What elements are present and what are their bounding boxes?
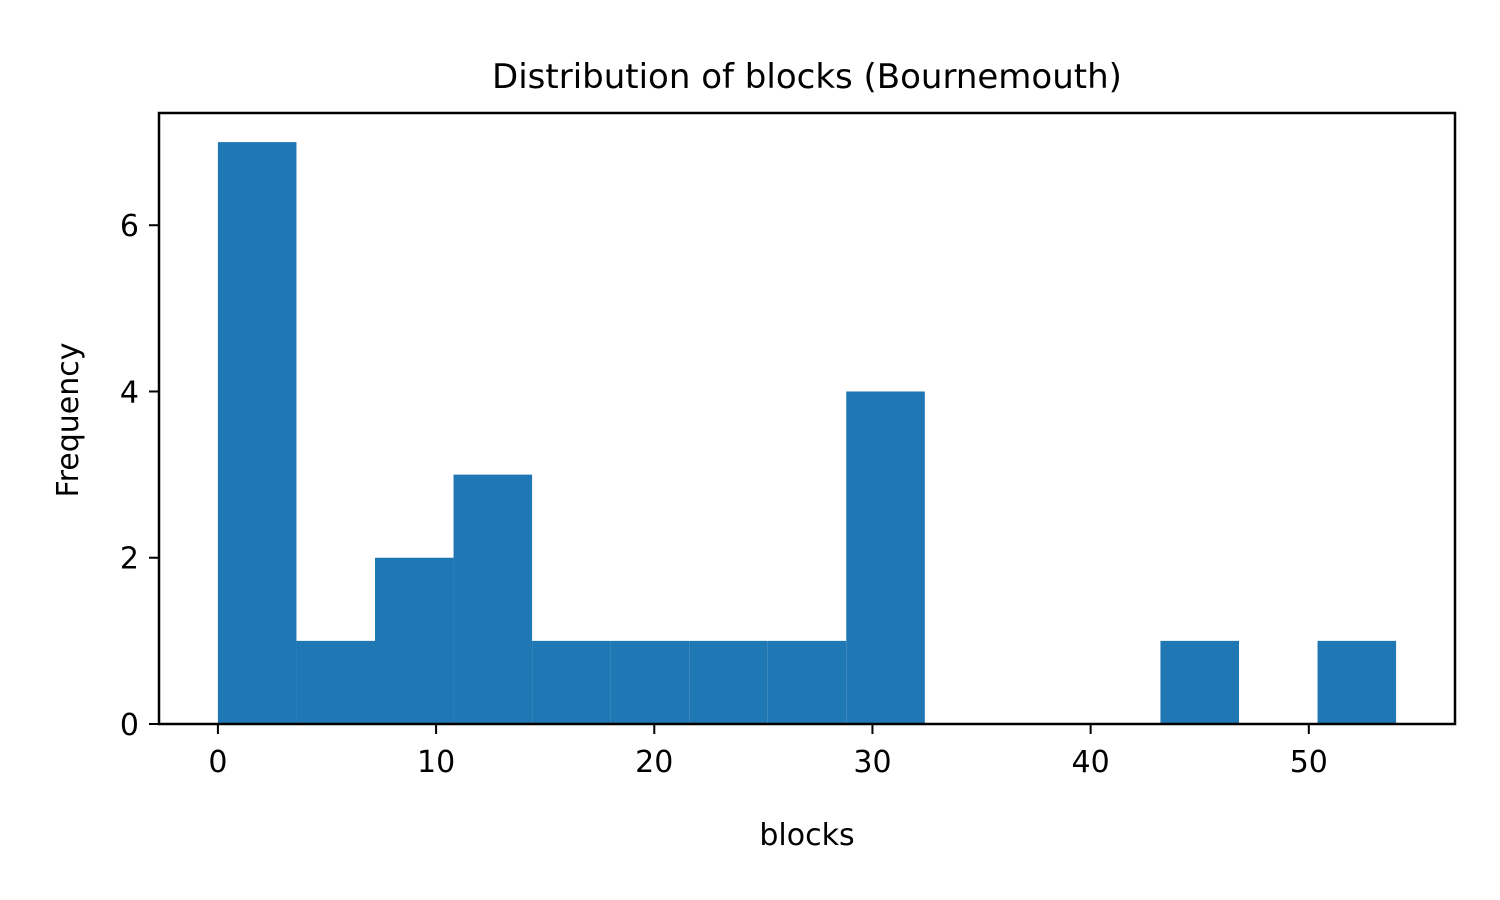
histogram-bar <box>375 557 454 724</box>
x-axis-ticks: 0 10 20 30 40 50 <box>208 724 1328 780</box>
y-tick-label: 6 <box>120 209 139 244</box>
histogram-bar <box>846 391 925 724</box>
histogram-bar <box>689 640 768 724</box>
histogram-bar <box>610 640 690 724</box>
y-axis-label: Frequency <box>51 343 86 498</box>
histogram-bar <box>296 640 375 724</box>
x-tick-label: 0 <box>208 745 227 780</box>
histogram-bar <box>453 474 533 724</box>
histogram-bar <box>767 640 847 724</box>
y-axis-ticks: 0 2 4 6 <box>120 209 159 743</box>
x-axis-label: blocks <box>759 818 854 853</box>
y-tick-label: 2 <box>120 542 139 577</box>
histogram-bar <box>1160 640 1239 724</box>
x-tick-label: 50 <box>1290 745 1328 780</box>
x-tick-label: 20 <box>635 745 673 780</box>
y-tick-label: 0 <box>120 708 139 743</box>
histogram-bar <box>1317 640 1397 724</box>
histogram-bar <box>532 640 611 724</box>
chart-title: Distribution of blocks (Bournemouth) <box>492 57 1122 97</box>
x-tick-label: 40 <box>1072 745 1110 780</box>
bars-group <box>217 142 1397 725</box>
x-tick-label: 30 <box>853 745 891 780</box>
x-tick-label: 10 <box>417 745 455 780</box>
plot-frame <box>157 111 1457 726</box>
y-tick-label: 4 <box>120 375 139 410</box>
histogram-bar <box>217 142 297 725</box>
